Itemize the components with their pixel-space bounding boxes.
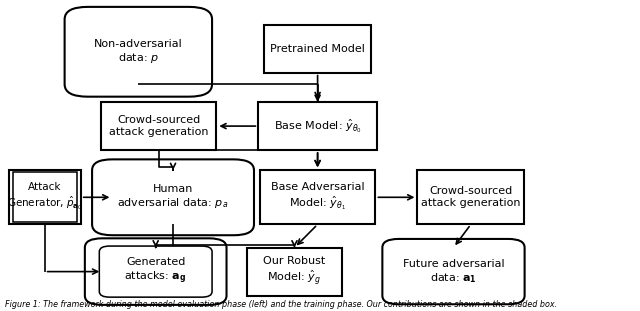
Text: Crowd-sourced
attack generation: Crowd-sourced attack generation: [109, 115, 209, 137]
FancyBboxPatch shape: [85, 238, 227, 305]
Text: Non-adversarial
data: $p$: Non-adversarial data: $p$: [94, 39, 182, 65]
Text: Attack
Generator, $\hat{p}_{\mathbf{a}_0}$: Attack Generator, $\hat{p}_{\mathbf{a}_0…: [6, 182, 83, 212]
Text: Our Robust
Model: $\hat{y}_g$: Our Robust Model: $\hat{y}_g$: [263, 256, 326, 287]
Text: Base Adversarial
Model: $\hat{y}_{\theta_1}$: Base Adversarial Model: $\hat{y}_{\theta…: [271, 182, 364, 212]
FancyBboxPatch shape: [264, 25, 371, 73]
FancyBboxPatch shape: [247, 248, 342, 295]
Text: Generated
attacks: $\mathbf{a_g}$: Generated attacks: $\mathbf{a_g}$: [124, 257, 187, 286]
Text: Base Model: $\hat{y}_{\theta_0}$: Base Model: $\hat{y}_{\theta_0}$: [274, 117, 362, 135]
FancyBboxPatch shape: [100, 102, 216, 150]
FancyBboxPatch shape: [8, 170, 81, 225]
FancyBboxPatch shape: [259, 102, 377, 150]
FancyBboxPatch shape: [382, 239, 525, 304]
Text: Future adversarial
data: $\mathbf{a_1}$: Future adversarial data: $\mathbf{a_1}$: [403, 259, 504, 285]
Text: Human
adversarial data: $p_a$: Human adversarial data: $p_a$: [117, 184, 228, 210]
FancyBboxPatch shape: [417, 170, 524, 225]
Text: Crowd-sourced
attack generation: Crowd-sourced attack generation: [421, 187, 520, 208]
FancyBboxPatch shape: [65, 7, 212, 97]
FancyBboxPatch shape: [92, 159, 254, 235]
FancyBboxPatch shape: [260, 170, 376, 225]
Text: Figure 1: The framework during the model evaluation phase (left) and the trainin: Figure 1: The framework during the model…: [5, 300, 557, 309]
Text: Pretrained Model: Pretrained Model: [270, 44, 365, 54]
